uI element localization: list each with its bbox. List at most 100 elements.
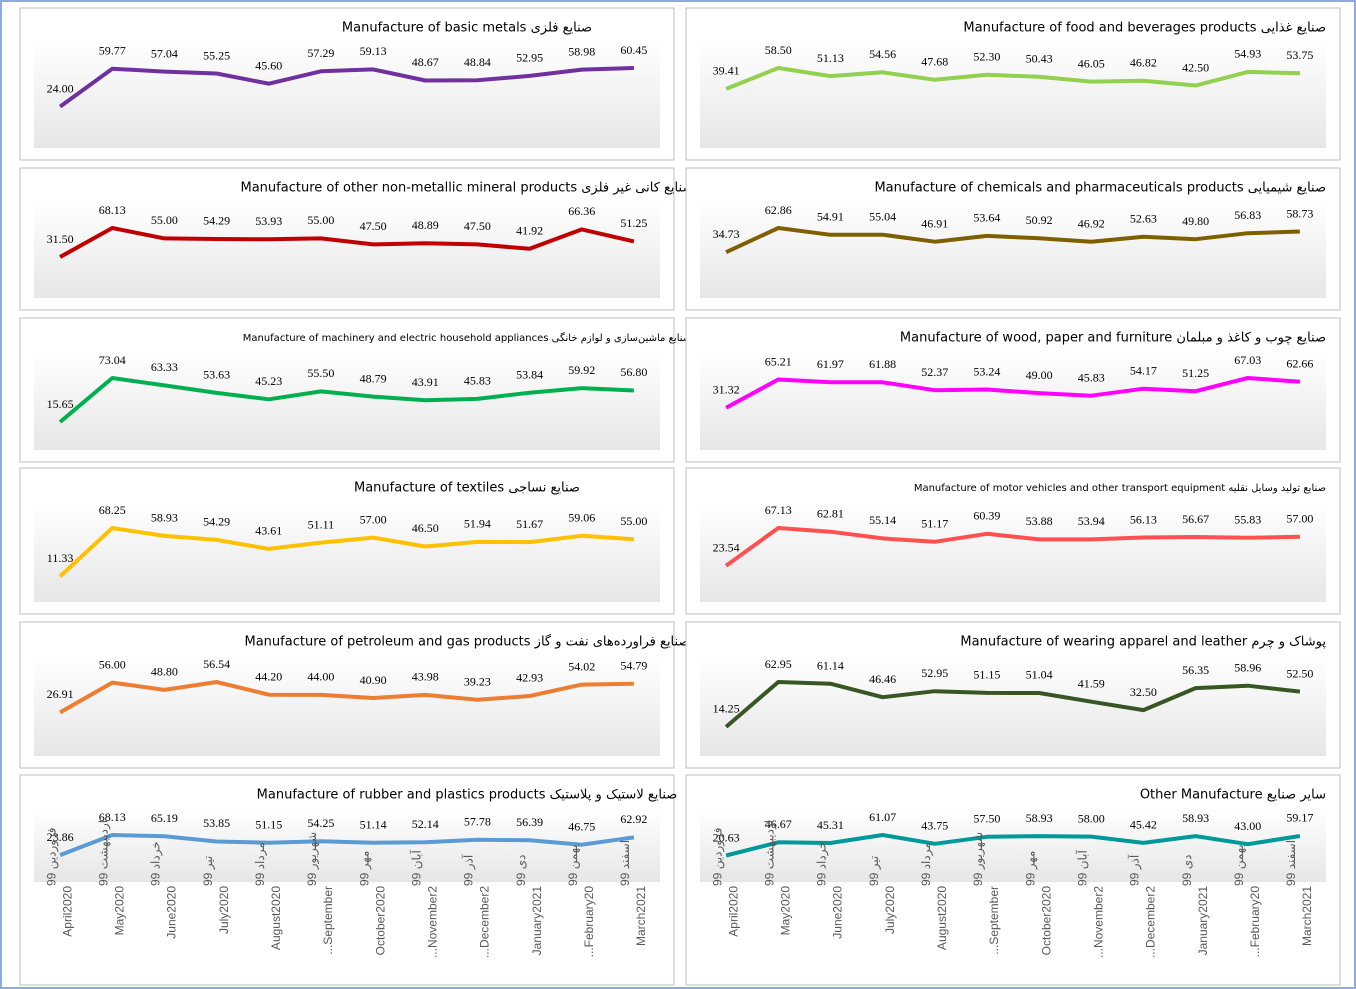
value-label: 61.97 xyxy=(817,357,844,371)
value-label: 57.00 xyxy=(360,512,387,526)
value-label: 53.64 xyxy=(973,211,1000,225)
chart-title: صنایع چوب و کاغذ و مبلمان Manufacture of… xyxy=(900,331,1326,346)
value-label: 46.91 xyxy=(921,216,948,230)
plot-area xyxy=(700,352,1326,450)
value-label: 31.32 xyxy=(713,383,740,397)
value-label: 52.95 xyxy=(921,666,948,680)
value-label: 56.83 xyxy=(1234,208,1261,222)
x-tick-label: August2020 xyxy=(269,886,283,950)
value-label: 41.92 xyxy=(516,224,543,238)
value-label: 50.92 xyxy=(1026,213,1053,227)
value-label: 62.66 xyxy=(1286,356,1313,370)
value-label: 23.54 xyxy=(713,540,740,554)
x-tick-label-fa: مرداد 99 xyxy=(919,842,933,886)
x-tick-label-fa: فروردین 99 xyxy=(710,828,724,886)
x-tick-label: June2020 xyxy=(165,886,179,939)
value-label: 43.91 xyxy=(412,375,439,389)
chart-panel: صنایع کانی غیر فلزی Manufacture of other… xyxy=(19,167,693,311)
x-tick-label: ...September xyxy=(987,886,1001,955)
value-label: 61.14 xyxy=(817,658,844,672)
value-label: 57.29 xyxy=(307,46,334,60)
plot-area xyxy=(700,502,1326,602)
value-label: 54.17 xyxy=(1130,363,1157,377)
x-tick-label-fa: مرداد 99 xyxy=(253,842,267,886)
x-tick-label: ...December2 xyxy=(478,886,492,958)
chart-title: صنایع نساجی Manufacture of textiles xyxy=(354,481,580,496)
value-label: 62.81 xyxy=(817,506,844,520)
value-label: 54.02 xyxy=(568,659,595,673)
value-label: 40.90 xyxy=(360,673,387,687)
value-label: 52.14 xyxy=(412,817,439,831)
value-label: 46.67 xyxy=(765,817,792,831)
x-tick-label-fa: آبان 99 xyxy=(1074,849,1089,886)
value-label: 58.93 xyxy=(1182,811,1209,825)
value-label: 46.92 xyxy=(1078,216,1105,230)
value-label: 58.96 xyxy=(1234,660,1261,674)
chart-panel: صنایع نساجی Manufacture of textiles 11.33… xyxy=(19,467,675,615)
plot-area xyxy=(34,502,660,602)
value-label: 50.43 xyxy=(1026,52,1053,66)
data-line xyxy=(59,680,634,715)
value-label: 59.77 xyxy=(99,43,126,57)
value-label: 53.85 xyxy=(203,816,230,830)
value-label: 44.20 xyxy=(255,669,282,683)
value-label: 63.33 xyxy=(151,360,178,374)
value-label: 56.54 xyxy=(203,657,230,671)
value-label: 51.25 xyxy=(620,216,647,230)
chart-panel: صنایع فراورده‌های نفت و گاز Manufacture … xyxy=(19,621,689,769)
plot-area xyxy=(34,42,660,148)
x-tick-label-fa: دی 99 xyxy=(1180,855,1194,886)
x-tick-label-fa: آذر 99 xyxy=(461,854,476,886)
value-label: 26.91 xyxy=(47,687,74,701)
value-label: 62.86 xyxy=(765,203,792,217)
value-label: 68.13 xyxy=(99,810,126,824)
value-label: 39.41 xyxy=(713,64,740,78)
data-line xyxy=(725,66,1300,91)
value-label: 58.73 xyxy=(1286,206,1313,220)
chart-title: صنایع شیمیایی Manufacture of chemicals a… xyxy=(874,181,1326,196)
value-label: 52.37 xyxy=(921,365,948,379)
data-line xyxy=(58,526,635,578)
value-label: 48.84 xyxy=(464,55,491,69)
x-tick-label-fa: شهریور 99 xyxy=(971,832,985,886)
x-tick-label-fa: آذر 99 xyxy=(1127,854,1142,886)
value-label: 67.03 xyxy=(1234,353,1261,367)
value-label: 45.83 xyxy=(464,374,491,388)
chart-title: صنایع ماشین‌سازی و لوازم خانگی Manufactu… xyxy=(243,332,692,344)
value-label: 51.25 xyxy=(1182,366,1209,380)
value-label: 46.75 xyxy=(568,819,595,833)
value-label: 47.50 xyxy=(360,219,387,233)
chart-title: صنایع تولید وسایل نقلیه Manufacture of m… xyxy=(914,483,1326,494)
x-tick-label: August2020 xyxy=(935,886,949,950)
x-tick-label-fa: مهر 99 xyxy=(357,851,371,886)
value-label: 45.42 xyxy=(1130,818,1157,832)
value-label: 57.04 xyxy=(151,46,178,60)
x-tick-label-fa: آبان 99 xyxy=(408,849,423,886)
plot-area xyxy=(700,656,1326,756)
data-line xyxy=(725,833,1301,858)
value-label: 61.88 xyxy=(869,357,896,371)
plot-area xyxy=(700,809,1326,882)
x-tick-label: July2020 xyxy=(883,886,897,934)
x-tick-label: ...September xyxy=(321,886,335,955)
x-tick-label: ...December2 xyxy=(1144,886,1158,958)
value-label: 55.00 xyxy=(307,213,334,227)
x-tick-label: October2020 xyxy=(1039,886,1053,956)
value-label: 60.39 xyxy=(973,509,1000,523)
value-label: 42.93 xyxy=(516,671,543,685)
value-label: 54.25 xyxy=(307,816,334,830)
value-label: 56.00 xyxy=(99,657,126,671)
chart-panel: صنایع فلزی Manufacture of basic metals 24… xyxy=(19,7,675,161)
value-label: 73.04 xyxy=(99,353,126,367)
value-label: 11.33 xyxy=(47,551,74,565)
value-label: 48.79 xyxy=(360,371,387,385)
value-label: 43.61 xyxy=(255,524,282,538)
value-label: 51.15 xyxy=(973,668,1000,682)
value-label: 62.92 xyxy=(620,812,647,826)
x-tick-label-fa: فروردین 99 xyxy=(44,828,58,886)
x-tick-label-fa: تیر 99 xyxy=(201,856,215,886)
plot-area xyxy=(700,42,1326,148)
value-label: 39.23 xyxy=(464,675,491,689)
plot-area xyxy=(34,809,660,882)
value-label: 32.50 xyxy=(1130,685,1157,699)
